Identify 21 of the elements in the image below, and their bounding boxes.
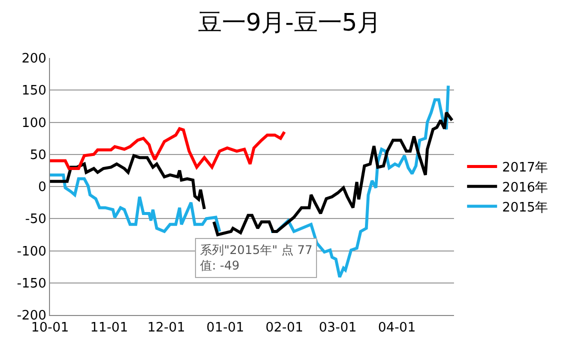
legend-label: 2017年 bbox=[502, 160, 548, 176]
y-tick-label: 0 bbox=[38, 180, 46, 196]
y-tick-label: -150 bbox=[16, 276, 46, 292]
y-tick-label: 50 bbox=[30, 148, 46, 163]
line-series bbox=[50, 127, 286, 170]
x-tick-label: 12-01 bbox=[147, 320, 186, 336]
x-tick-label: 04-01 bbox=[378, 320, 416, 336]
chart-title: 豆一9月-豆一5月 bbox=[198, 8, 382, 37]
x-tick-label: 03-01 bbox=[318, 320, 357, 336]
legend-label: 2015年 bbox=[502, 200, 548, 216]
x-tick-label: 11-01 bbox=[90, 320, 128, 336]
y-tick-label: -50 bbox=[25, 212, 46, 228]
y-tick-label: 100 bbox=[22, 116, 46, 131]
x-tick-label: 02-01 bbox=[266, 320, 304, 336]
x-tick-label: 10-01 bbox=[31, 320, 69, 336]
x-tick-label: 01-01 bbox=[206, 320, 244, 336]
legend-label: 2016年 bbox=[502, 180, 548, 196]
y-tick-label: 150 bbox=[22, 84, 46, 99]
y-tick-label: -100 bbox=[16, 244, 46, 260]
y-tick-label: 200 bbox=[22, 52, 46, 67]
annotation: 系列"2015年" 点 77 值: -49 bbox=[200, 243, 312, 273]
